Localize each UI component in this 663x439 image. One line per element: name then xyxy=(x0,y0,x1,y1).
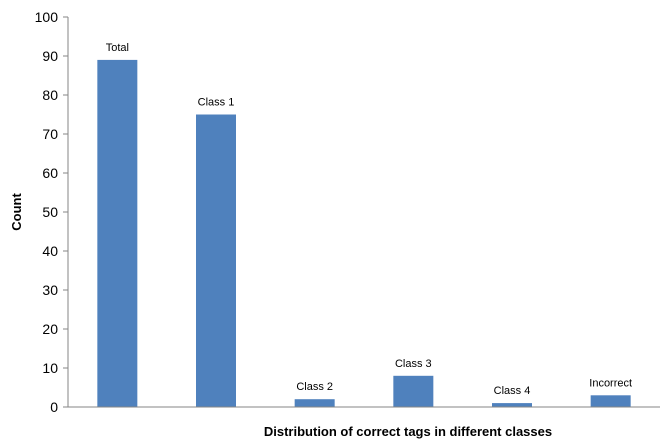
bars xyxy=(97,59,631,408)
data-label: Class 4 xyxy=(494,385,531,397)
y-tick-label: 0 xyxy=(50,399,58,415)
data-label: Class 1 xyxy=(198,97,235,109)
y-axis-title: Count xyxy=(9,193,24,231)
y-tick-label: 30 xyxy=(42,282,58,298)
y-tick-label: 70 xyxy=(42,126,58,142)
y-tick-label: 80 xyxy=(42,87,58,103)
y-tick-label: 100 xyxy=(35,9,59,25)
data-label: Class 2 xyxy=(296,381,333,393)
bar-total xyxy=(97,59,138,408)
data-label: Class 3 xyxy=(395,358,432,370)
y-tick-label: 40 xyxy=(42,243,58,259)
y-tick-label: 60 xyxy=(42,165,58,181)
y-tick-label: 20 xyxy=(42,321,58,337)
bar-class-3 xyxy=(393,375,434,407)
bar-class-4 xyxy=(492,403,532,407)
y-tick-label: 10 xyxy=(42,360,58,376)
bar-class-1 xyxy=(196,114,236,407)
data-label: Total xyxy=(106,42,129,54)
data-label: Incorrect xyxy=(589,377,632,389)
data-labels: Total Class 1 Class 2 Class 3 Class 4 Incorre… xyxy=(106,42,632,397)
y-axis-ticks: 0 10 20 30 40 50 60 70 80 90 100 xyxy=(35,9,68,415)
y-tick-label: 90 xyxy=(42,48,58,64)
bar-class-2 xyxy=(294,399,335,407)
y-tick-label: 50 xyxy=(42,204,58,220)
bar-incorrect xyxy=(590,395,631,407)
x-axis-title: Distribution of correct tags in differen… xyxy=(264,424,552,439)
